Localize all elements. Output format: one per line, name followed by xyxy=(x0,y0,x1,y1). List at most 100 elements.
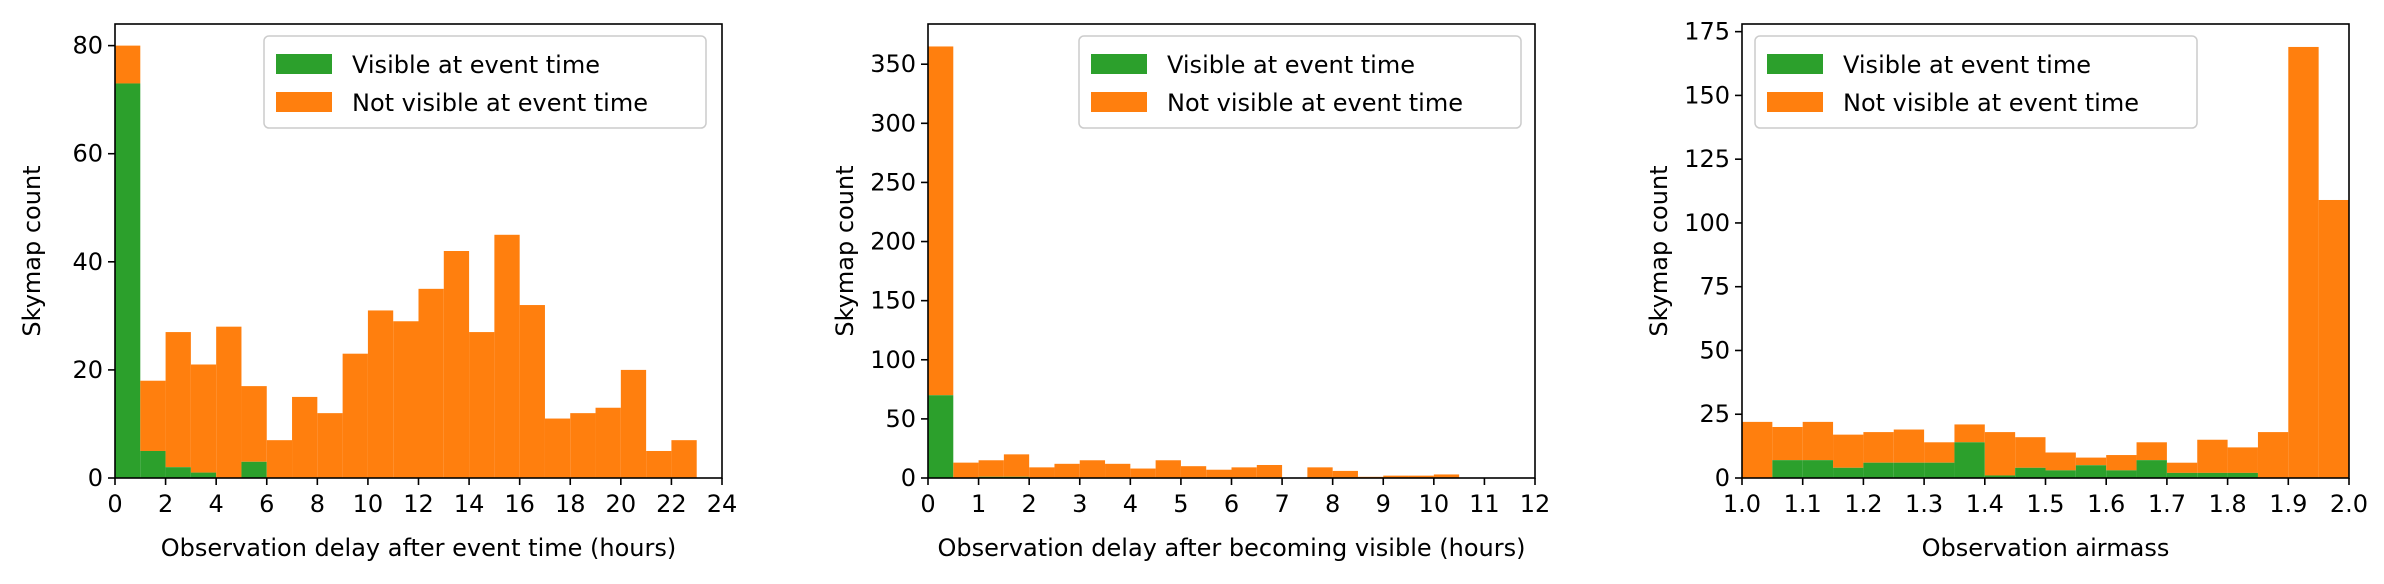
x-tick-label: 12 xyxy=(1520,490,1551,518)
bar-not-visible xyxy=(1079,460,1106,478)
x-tick-label: 1.5 xyxy=(2026,490,2064,518)
x-tick-label: 9 xyxy=(1376,490,1391,518)
bar-not-visible xyxy=(1863,432,1894,463)
bar-not-visible xyxy=(2166,462,2198,473)
x-tick-label: 24 xyxy=(707,490,738,518)
bar-not-visible xyxy=(216,326,242,478)
bar-visible xyxy=(1863,462,1894,478)
bar-not-visible xyxy=(140,380,166,451)
bar-not-visible xyxy=(1954,424,1985,443)
legend-label: Visible at event time xyxy=(1843,51,2091,79)
bar-not-visible xyxy=(292,396,318,478)
x-tick-label: 2 xyxy=(1022,490,1037,518)
bar-visible xyxy=(2075,465,2107,478)
legend-swatch-visible xyxy=(1091,54,1147,74)
bar-not-visible xyxy=(570,413,596,478)
bar-not-visible xyxy=(2045,452,2076,471)
bar-not-visible xyxy=(646,450,672,478)
bar-not-visible xyxy=(595,407,621,478)
bar-not-visible xyxy=(1155,460,1181,478)
x-tick-label: 22 xyxy=(656,490,687,518)
y-tick-label: 0 xyxy=(901,464,916,492)
bar-not-visible xyxy=(393,321,419,478)
chart-1: 0 2 4 6 8 10 12 14 16 18 20 22 24020406080Observatio… xyxy=(18,23,738,562)
legend-swatch-not-visible xyxy=(276,92,332,112)
legend: Visible at event time Not visible at even… xyxy=(263,35,707,129)
y-axis-label: Skymap count xyxy=(831,165,859,336)
legend: Visible at event time Not visible at even… xyxy=(1754,35,2198,129)
legend-label: Not visible at event time xyxy=(1167,89,1463,117)
bar-not-visible xyxy=(317,413,343,478)
bar-not-visible xyxy=(241,386,267,462)
bar-not-visible xyxy=(1772,426,1803,461)
bar-not-visible xyxy=(1105,463,1131,478)
legend-label: Visible at event time xyxy=(352,51,600,79)
bar-not-visible xyxy=(494,234,520,478)
bar-not-visible xyxy=(2227,447,2258,473)
bar-not-visible xyxy=(1029,467,1055,478)
bar-not-visible xyxy=(367,310,394,478)
bar-not-visible xyxy=(165,332,191,468)
bar-visible xyxy=(165,467,191,478)
bar-visible xyxy=(2197,472,2228,478)
bar-not-visible xyxy=(953,462,979,478)
bar-not-visible xyxy=(1256,464,1283,478)
x-tick-label: 4 xyxy=(209,490,224,518)
legend-box xyxy=(1754,35,2198,129)
y-tick-label: 350 xyxy=(870,50,916,78)
bar-visible xyxy=(115,83,141,478)
x-tick-label: 1.3 xyxy=(1905,490,1943,518)
bar-not-visible xyxy=(544,418,571,478)
x-axis-label: Observation delay after becoming visible… xyxy=(938,534,1526,562)
bar-visible xyxy=(1954,442,1985,478)
bar-not-visible xyxy=(2136,442,2167,461)
y-tick-label: 175 xyxy=(1684,18,1730,46)
bar-visible xyxy=(1893,462,1925,478)
x-tick-label: 10 xyxy=(1419,490,1450,518)
bar-visible xyxy=(2166,472,2198,478)
y-tick-label: 75 xyxy=(1699,273,1730,301)
bar-visible xyxy=(140,450,166,478)
bar-not-visible xyxy=(443,251,470,478)
x-axis-label: Observation delay after event time (hour… xyxy=(161,534,676,562)
bar-not-visible xyxy=(2197,439,2228,473)
legend-swatch-not-visible xyxy=(1091,92,1147,112)
bar-not-visible xyxy=(620,369,647,478)
bar-not-visible xyxy=(1054,463,1080,478)
bar-visible xyxy=(190,472,217,478)
legend-label: Not visible at event time xyxy=(1843,89,2139,117)
y-axis-label: Skymap count xyxy=(1645,165,1673,336)
bar-not-visible xyxy=(1893,429,1925,463)
bar-not-visible xyxy=(2318,199,2349,478)
bar-visible xyxy=(1802,460,1834,478)
legend-swatch-visible xyxy=(276,54,332,74)
bar-visible xyxy=(241,461,267,478)
bar-visible xyxy=(2106,470,2137,478)
y-tick-label: 150 xyxy=(1684,81,1730,109)
x-tick-label: 2.0 xyxy=(2330,490,2368,518)
bar-not-visible xyxy=(2288,46,2319,479)
legend-label: Not visible at event time xyxy=(352,89,648,117)
bar-visible xyxy=(2227,472,2258,478)
bar-visible xyxy=(928,395,954,478)
y-tick-label: 100 xyxy=(870,346,916,374)
chart-2: 0 1 2 3 4 5 6 7 8 9 10 11 12050100150200250300350Obs… xyxy=(831,23,1551,562)
x-tick-label: 8 xyxy=(1325,490,1340,518)
bar-not-visible xyxy=(115,45,141,84)
x-tick-label: 4 xyxy=(1123,490,1138,518)
bar-not-visible xyxy=(519,305,545,478)
legend-label: Visible at event time xyxy=(1167,51,1415,79)
x-tick-label: 1.0 xyxy=(1723,490,1761,518)
y-tick-label: 0 xyxy=(88,464,103,492)
x-tick-label: 1.2 xyxy=(1844,490,1882,518)
legend-box xyxy=(1078,35,1522,129)
bar-not-visible xyxy=(1383,475,1409,478)
bar-visible xyxy=(2015,467,2046,478)
y-tick-label: 250 xyxy=(870,168,916,196)
bar-not-visible xyxy=(671,440,697,478)
bar-not-visible xyxy=(1408,475,1434,478)
legend-box xyxy=(263,35,707,129)
bar-not-visible xyxy=(1802,421,1834,461)
y-tick-label: 20 xyxy=(72,356,103,384)
